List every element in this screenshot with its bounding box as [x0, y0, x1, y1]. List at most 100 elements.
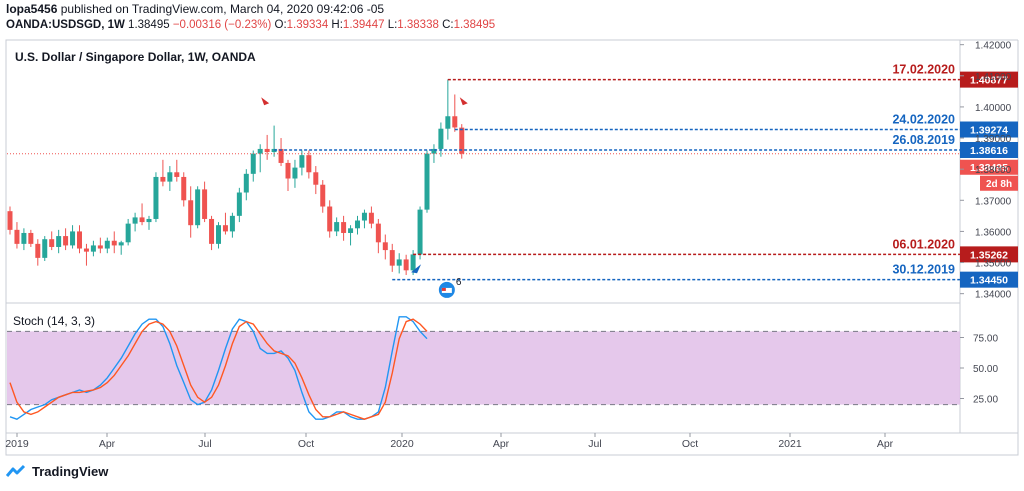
levels-layer: 17.02.2020 1.40877 24.02.2020 1.39274 26.08.…: [7, 63, 1018, 288]
current-price-tag: [960, 159, 1018, 175]
close-label: C:: [442, 19, 454, 31]
candle-body: [49, 239, 55, 247]
publish-line: lopa5456 published on TradingView.com, M…: [6, 2, 384, 16]
candle-body: [181, 176, 187, 201]
high-label: H:: [331, 19, 343, 31]
candle-body: [70, 231, 76, 246]
sell-arrow-icon: [459, 97, 468, 106]
last-price: 1.38495: [128, 19, 170, 31]
buy-arrow-icon: [411, 264, 422, 274]
candle-body: [160, 176, 166, 182]
candle-body: [410, 254, 416, 271]
change-value: −0.00316 (−0.23%): [172, 19, 272, 31]
level-price-label: 1.35262: [970, 249, 1008, 261]
candle-body: [320, 184, 326, 207]
level-price-label: 1.38616: [970, 145, 1008, 157]
candle-body: [21, 232, 27, 244]
price-tick-label: 1.38000: [975, 165, 1012, 176]
candle-body: [111, 240, 117, 246]
candle-body: [28, 232, 34, 244]
price-tick-label: 1.39000: [975, 134, 1012, 145]
level-price-label: 1.39274: [970, 125, 1008, 137]
candle-body: [257, 148, 263, 154]
tradingview-logo-icon: [6, 464, 26, 477]
close-value: 1.38495: [453, 19, 496, 31]
open-label: O:: [274, 19, 287, 31]
candle-body: [77, 231, 82, 249]
candle-body: [327, 206, 333, 232]
candle-body: [396, 259, 402, 266]
candle-body: [139, 217, 145, 223]
sell-arrow-icon: [261, 97, 270, 106]
candle-body: [382, 242, 388, 251]
price-tick-label: 1.40000: [975, 103, 1012, 114]
ohlc-line: OANDA:USDSGD, 1W 1.38495 −0.00316 (−0.23…: [6, 19, 495, 31]
candle-body: [153, 176, 159, 219]
level-date-label: 26.08.2019: [892, 133, 955, 147]
candle-body: [188, 200, 194, 226]
candle-body: [243, 173, 249, 193]
level-date-label: 06.01.2020: [892, 237, 955, 251]
stoch-tick-label: 25.00: [973, 395, 998, 406]
candle-body: [216, 225, 221, 244]
candle-body: [306, 155, 312, 173]
price-tick-label: 1.42000: [975, 41, 1012, 52]
candle-body: [285, 162, 291, 179]
price-axis[interactable]: 1.42000 1.41000 1.40000 1.39000 1.38000 1.370…: [960, 41, 1012, 406]
candle-body: [264, 148, 270, 153]
time-tick-label: 2019: [5, 438, 29, 450]
level-price-label: 1.40877: [970, 75, 1008, 87]
stoch-band-layer: [7, 330, 960, 406]
candle-body: [63, 236, 69, 246]
candle-body: [375, 223, 381, 243]
time-tick-label: Oct: [682, 438, 698, 450]
annotation-layer: 6: [261, 97, 468, 298]
high-value: 1.39447: [342, 19, 385, 31]
candle-body: [278, 148, 284, 163]
candle-body: [222, 225, 228, 232]
stoch-d-line: [9, 318, 428, 420]
candle-body: [348, 228, 354, 233]
candle-body: [355, 220, 360, 229]
candle-body: [146, 218, 152, 223]
time-axis-frame: [5, 432, 1019, 456]
candle-body: [313, 172, 319, 185]
time-axis[interactable]: 2019 Apr Jul Oct 2020 Apr Jul Oct 2021 Apr: [5, 433, 894, 450]
candle-body: [83, 248, 89, 252]
candle-body: [341, 222, 347, 233]
candle-body: [125, 223, 131, 243]
event-count-badge: 6: [456, 277, 462, 288]
time-tick-label: 2020: [390, 438, 414, 450]
candle-body: [368, 212, 374, 224]
chart-title: U.S. Dollar / Singapore Dollar, 1W, OAND…: [15, 50, 256, 64]
event-flag-canton: [441, 287, 446, 291]
candle-body: [90, 245, 96, 252]
stoch-title: Stoch (14, 3, 3): [13, 314, 95, 328]
candle-body: [459, 127, 465, 154]
author-name[interactable]: lopa5456: [6, 2, 58, 16]
time-tick-label: Oct: [298, 438, 314, 450]
candle-body: [42, 239, 48, 258]
stoch-layer: [9, 316, 428, 420]
candle-body: [209, 218, 215, 244]
stoch-tick-label: 75.00: [973, 334, 998, 345]
time-tick-label: Jul: [198, 438, 211, 450]
candle-body: [7, 211, 13, 230]
candle-body: [452, 116, 458, 128]
level-price-tag: [960, 121, 1018, 138]
candles-layer: [7, 79, 465, 275]
candle-body: [118, 242, 124, 246]
candle-body: [195, 189, 201, 226]
time-tick-label: 2021: [778, 438, 802, 450]
level-price-tag: [960, 141, 1018, 158]
time-tick-label: Apr: [493, 438, 510, 450]
candle-body: [14, 229, 20, 244]
candle-body: [174, 172, 180, 177]
price-tick-label: 1.37000: [975, 196, 1012, 207]
tradingview-footer[interactable]: TradingView: [6, 463, 108, 479]
open-value: 1.39334: [286, 19, 329, 31]
candle-body: [431, 148, 437, 154]
candle-body: [361, 212, 367, 221]
